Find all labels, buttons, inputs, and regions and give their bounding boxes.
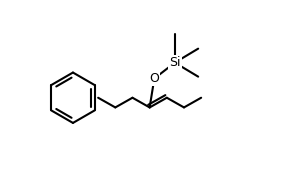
Text: Si: Si	[169, 56, 181, 69]
Text: O: O	[149, 72, 159, 85]
